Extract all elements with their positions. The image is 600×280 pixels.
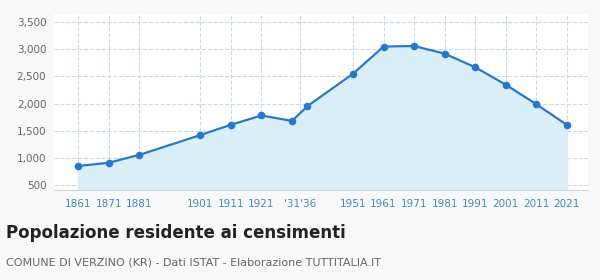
Point [196, 133, 205, 137]
Point [348, 71, 358, 76]
Point [532, 102, 541, 106]
Point [226, 122, 236, 127]
Point [257, 113, 266, 118]
Point [440, 52, 449, 56]
Point [74, 164, 83, 168]
Point [134, 153, 144, 157]
Text: Popolazione residente ai censimenti: Popolazione residente ai censimenti [6, 224, 346, 242]
Point [470, 65, 480, 69]
Point [379, 44, 388, 49]
Point [501, 82, 511, 87]
Text: COMUNE DI VERZINO (KR) - Dati ISTAT - Elaborazione TUTTITALIA.IT: COMUNE DI VERZINO (KR) - Dati ISTAT - El… [6, 258, 381, 268]
Point [302, 104, 312, 109]
Point [562, 122, 571, 127]
Point [409, 44, 419, 48]
Point [104, 160, 114, 165]
Point [287, 119, 297, 123]
